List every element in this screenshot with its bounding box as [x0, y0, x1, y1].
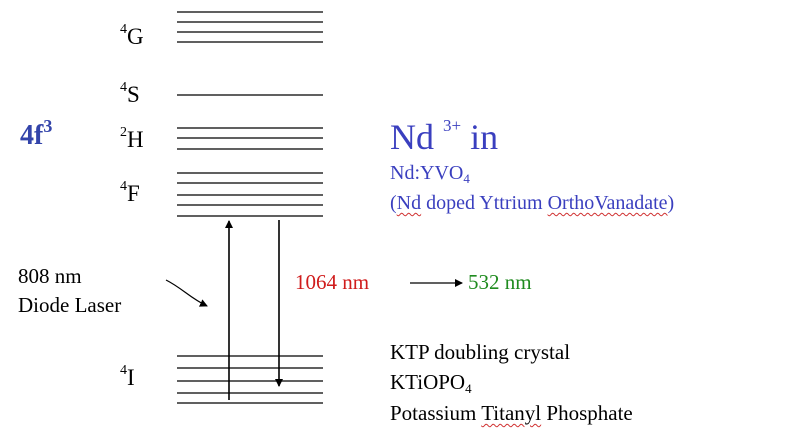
crystal-name: Potassium Titanyl Phosphate: [390, 401, 633, 425]
electron-configuration: 4f3: [20, 116, 53, 151]
level-lines-F: [177, 172, 323, 217]
pump-label: 808 nm Diode Laser: [18, 264, 122, 317]
host-name: (Nd doped Yttrium OrthoVanadate): [390, 192, 675, 214]
doubled-wavelength: 532 nm: [468, 270, 532, 294]
level-label-I: 4I: [120, 363, 135, 390]
emission-wavelength: 1064 nm: [295, 270, 370, 294]
level-label-G: 4G: [120, 22, 144, 49]
level-lines-I: [177, 355, 323, 404]
level-lines-G: [177, 11, 323, 43]
pump-pointer-curve: [165, 279, 208, 307]
level-label-H: 2H: [120, 125, 144, 152]
level-label-F: 4F: [120, 179, 140, 206]
crystal-line-1: KTP doubling crystal: [390, 340, 571, 364]
level-lines-H: [177, 127, 323, 150]
level-label-S: 4S: [120, 80, 140, 107]
crystal-formula: KTiOPO4: [390, 370, 472, 396]
ion-title: Nd 3+ in: [390, 116, 499, 157]
host-formula: Nd:YVO4: [390, 162, 470, 186]
